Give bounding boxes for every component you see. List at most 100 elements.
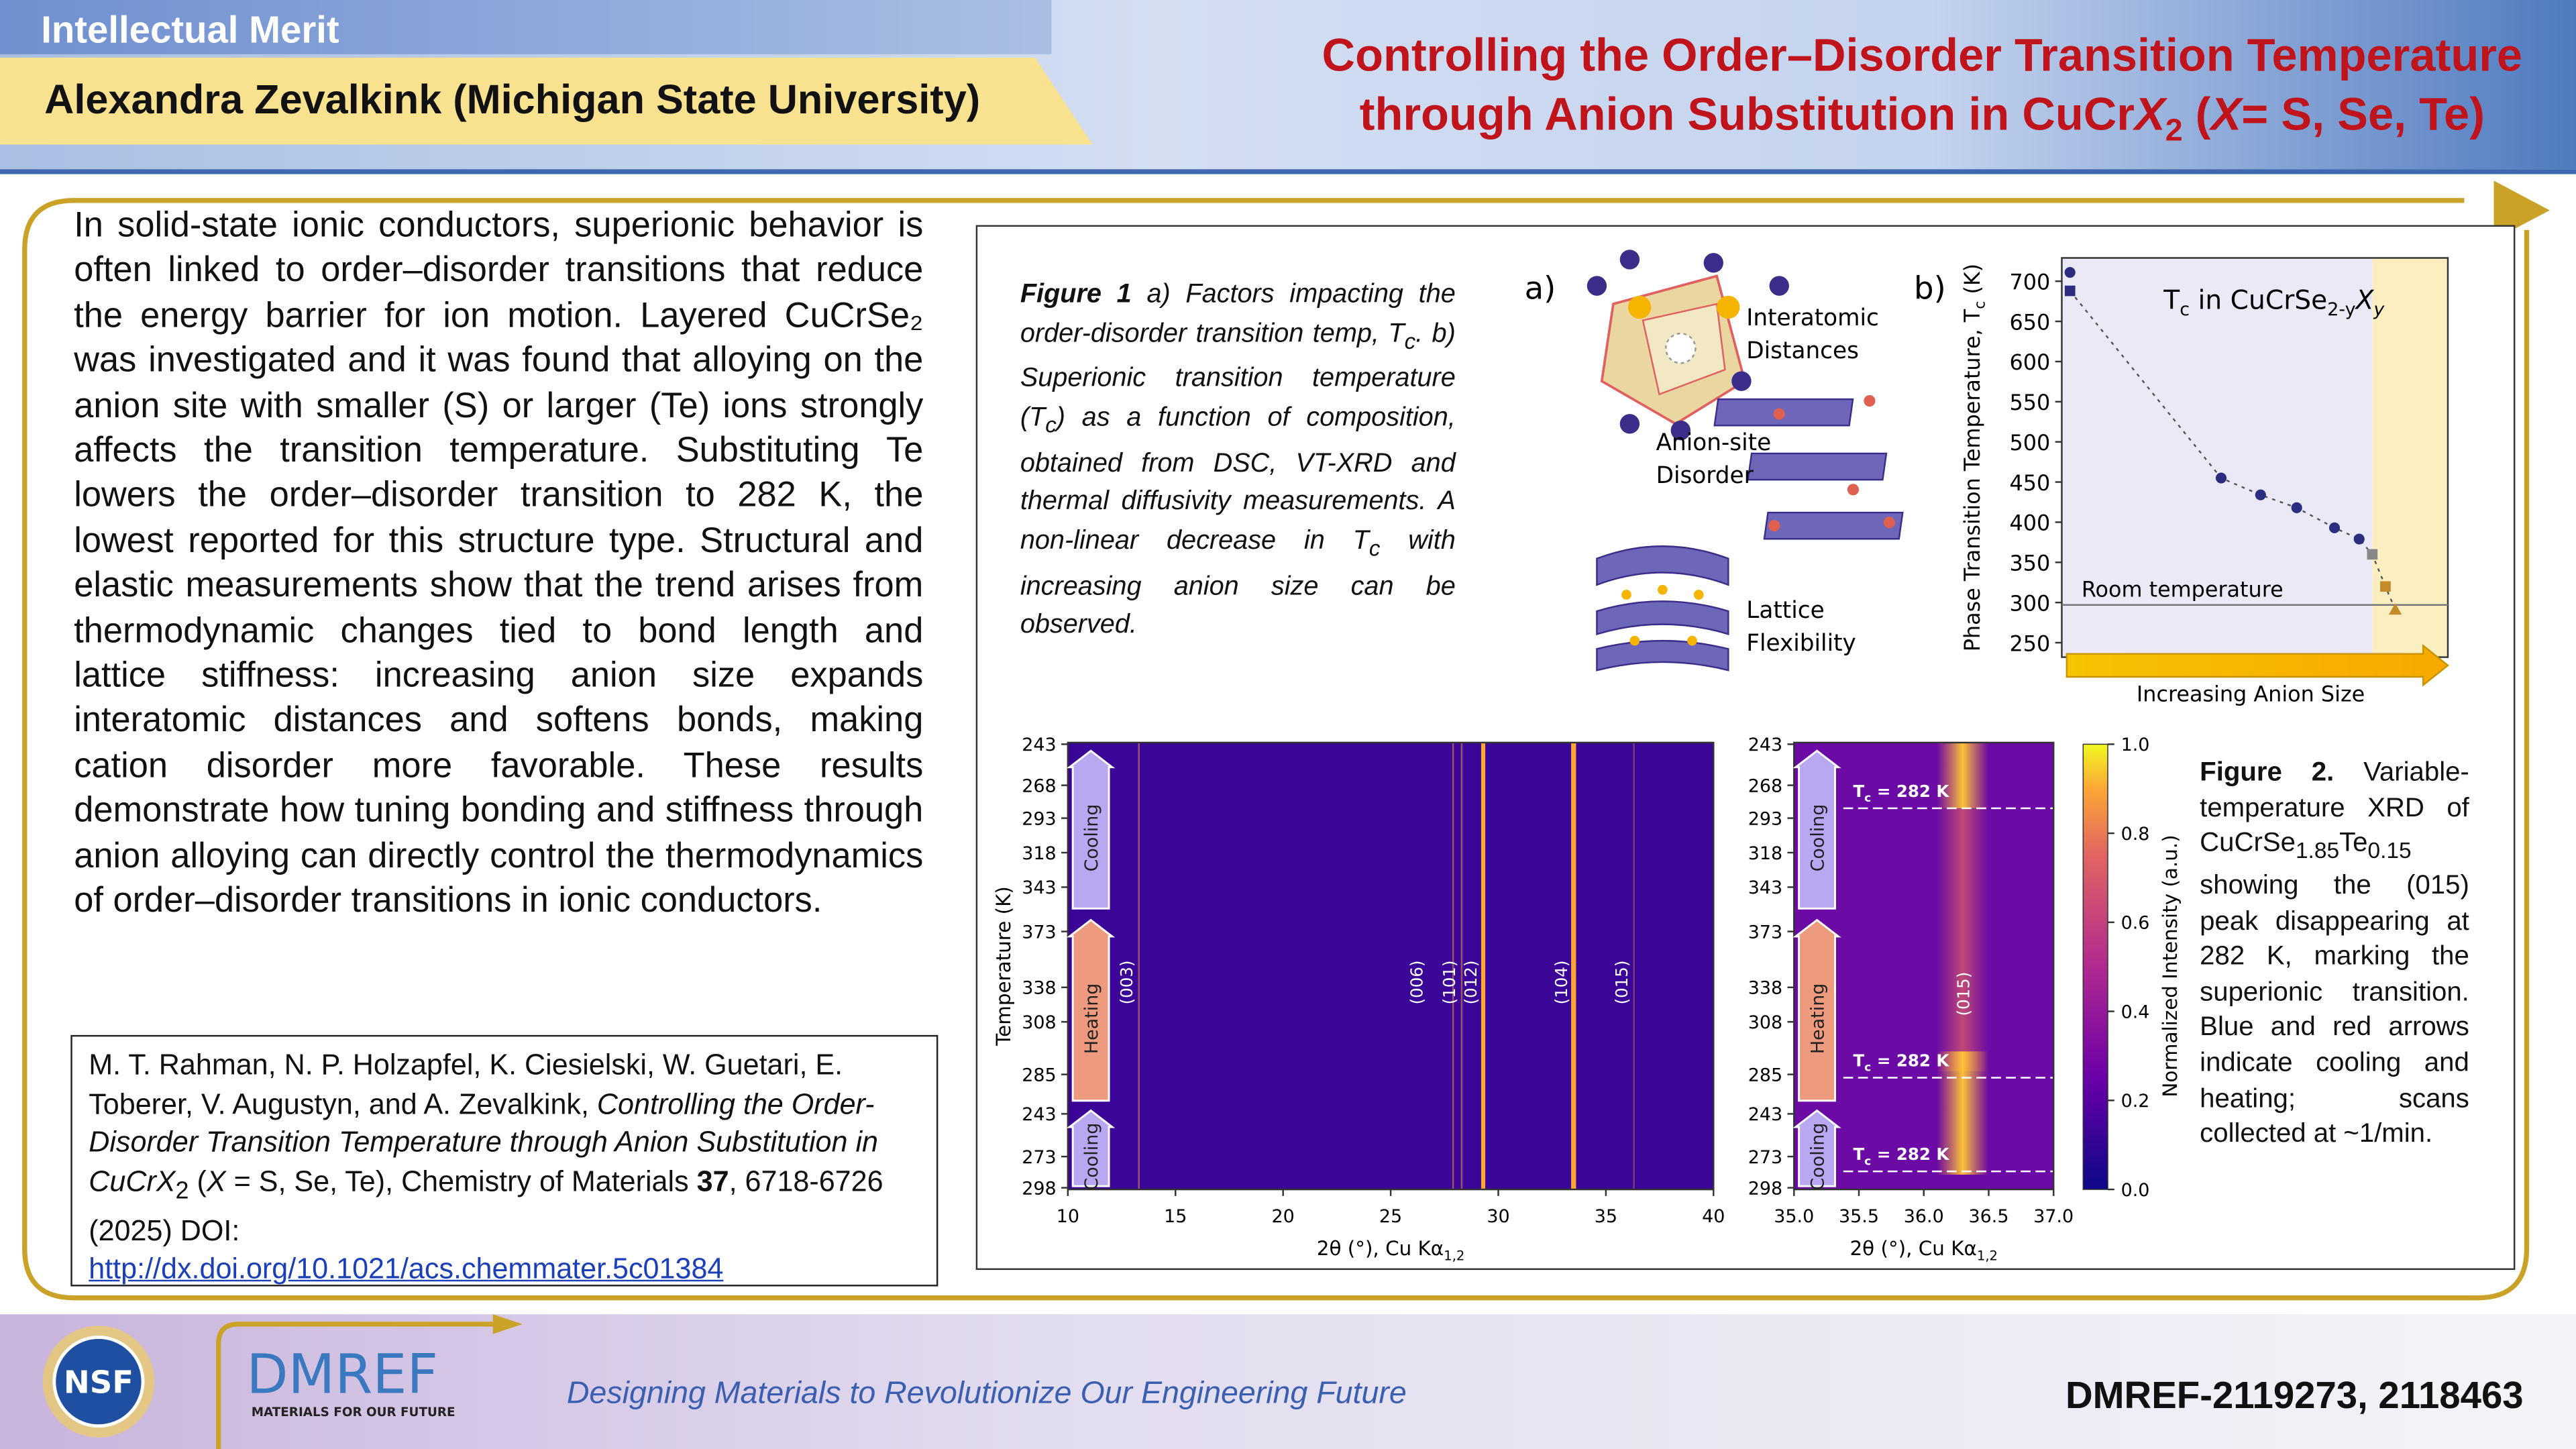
caption-text: Te xyxy=(2339,828,2368,858)
y-tick-label: 273 xyxy=(1748,1147,1782,1168)
data-point xyxy=(2367,549,2378,560)
peak-label: (003) xyxy=(1117,961,1136,1005)
data-point xyxy=(2064,285,2076,297)
text-part: c xyxy=(1972,301,1988,309)
doi-link[interactable]: http://dx.doi.org/10.1021/acs.chemmater.… xyxy=(89,1252,724,1285)
text-part: T xyxy=(1853,782,1864,801)
title-part: = S, Se, Te) xyxy=(2241,89,2485,140)
y-tick-label: 318 xyxy=(1748,843,1782,864)
arrow-label: Cooling xyxy=(1807,804,1828,872)
diagram-a xyxy=(1587,250,1904,672)
author: Alexandra Zevalkink (Michigan State Univ… xyxy=(0,57,1093,145)
y-tick-label: 268 xyxy=(1748,775,1782,796)
dmref-arrow xyxy=(492,1314,523,1334)
figure1-caption: Figure 1 a) Factors impacting the order-… xyxy=(1020,276,1456,645)
y-tick-label: 318 xyxy=(1022,843,1056,864)
y-tick-label: 243 xyxy=(1022,735,1056,755)
peak-stripe xyxy=(1937,808,1989,1071)
arrow-label: Heating xyxy=(1807,983,1828,1054)
text-part: y xyxy=(2373,299,2385,320)
text-part: in CuCrSe xyxy=(2190,285,2327,315)
ref-text: , 6718-6726 (2025) DOI: xyxy=(89,1164,883,1246)
ref-authors: M. T. Rahman, N. P. Holzapfel, K. Ciesie… xyxy=(89,1048,843,1120)
y-tick-label: 298 xyxy=(1022,1178,1056,1199)
caption-sub: c xyxy=(1045,413,1057,438)
caption-text: . b) Superionic transition temperature (… xyxy=(1020,318,1456,433)
text-part: = 282 K xyxy=(1871,782,1949,801)
text-part: Phase Transition Temperature, T xyxy=(1960,309,1985,651)
data-point xyxy=(2064,266,2076,278)
y-tick-label: 550 xyxy=(2010,390,2051,415)
y-tick-label: 373 xyxy=(1022,922,1056,943)
ref-sub: 2 xyxy=(175,1177,189,1205)
caption-text: Variable-temperature XRD of CuCrSe xyxy=(2200,757,2469,858)
y-tick-label: 285 xyxy=(1022,1065,1056,1085)
y-tick-label: 273 xyxy=(1022,1147,1056,1168)
room-temperature-label: Room temperature xyxy=(2082,577,2284,602)
y-tick-label: 243 xyxy=(1022,1104,1056,1125)
y-tick-label: 343 xyxy=(1748,877,1782,898)
direction-arrow xyxy=(1792,749,1841,910)
anion-arrow xyxy=(2065,643,2449,687)
panel-label: b) xyxy=(1914,270,1946,307)
caption-text: with increasing anion size can be observ… xyxy=(1020,525,1456,640)
text-part: = 282 K xyxy=(1871,1144,1949,1164)
text-part: c xyxy=(1864,1061,1871,1075)
colorbar-tick-label: 0.2 xyxy=(2121,1091,2150,1112)
ref-x: X xyxy=(206,1164,226,1197)
title-line: through Anion Substitution in CuCrX2 (X=… xyxy=(1265,85,2576,162)
frame-arrow xyxy=(2493,180,2550,240)
x-tick-label: 35 xyxy=(1595,1206,1617,1227)
x-axis-label: 2θ (°), Cu Kα1,2 xyxy=(1317,1237,1465,1263)
ref-text: = S, Se, Te), Chemistry of Materials xyxy=(225,1164,697,1197)
reference: M. T. Rahman, N. P. Holzapfel, K. Ciesie… xyxy=(70,1034,938,1287)
vacancy xyxy=(1665,332,1697,364)
x-tick-label: 10 xyxy=(1057,1206,1079,1227)
y-tick-label: 450 xyxy=(2010,470,2051,496)
dmref-text: DMREF xyxy=(246,1344,438,1407)
text-part: (K) xyxy=(1960,264,1985,301)
atom xyxy=(1627,295,1652,319)
caption-text: ) as a function of composition, obtained… xyxy=(1020,402,1456,555)
x-tick-label: 15 xyxy=(1164,1206,1187,1227)
data-point xyxy=(2215,472,2227,484)
y-tick-label: 338 xyxy=(1748,978,1782,999)
x-axis-label: Increasing Anion Size xyxy=(2137,682,2365,707)
atoms xyxy=(1587,250,1789,441)
peak-label: (012) xyxy=(1461,961,1481,1005)
text-part: T xyxy=(2163,285,2180,315)
caption-sub: c xyxy=(1368,536,1381,561)
direction-arrow xyxy=(1066,1109,1116,1187)
grant: DMREF-2119273, 2118463 xyxy=(2065,1373,2524,1417)
text-part: X xyxy=(2355,285,2375,315)
ref-volume: 37 xyxy=(696,1164,729,1197)
colorbar-tick-label: 0.4 xyxy=(2121,1002,2150,1022)
y-axis-label: Temperature (K) xyxy=(992,886,1015,1046)
ref-title: Controlling the Order-Disorder Transitio… xyxy=(89,1087,879,1197)
arrow-label: Cooling xyxy=(1081,1123,1102,1191)
text-part: T xyxy=(1853,1144,1864,1164)
caption-label: Figure 2. xyxy=(2200,757,2334,788)
heatmap xyxy=(1067,742,1714,1190)
region-ordered xyxy=(2061,258,2373,657)
y-tick-label: 250 xyxy=(2010,631,2051,656)
caption-sub: c xyxy=(1404,328,1416,354)
arrow-label: Cooling xyxy=(1081,804,1102,872)
atom xyxy=(1717,295,1740,319)
y-tick-label: 243 xyxy=(1748,1104,1782,1125)
caption-text: showing the (015) peak disappearing at 2… xyxy=(2200,871,2469,1149)
x-tick-label: 37.0 xyxy=(2033,1206,2074,1227)
y-tick-label: 343 xyxy=(1022,877,1056,898)
diagram-label: Lattice xyxy=(1746,597,1824,624)
peak-stripe xyxy=(1937,742,1989,808)
text-part: 2θ (°), Cu Kα xyxy=(1317,1237,1444,1260)
y-axis-label: Phase Transition Temperature, Tc (K) xyxy=(1960,264,1988,651)
peak-label: (104) xyxy=(1552,961,1571,1005)
x-tick-label: 30 xyxy=(1487,1206,1509,1227)
arrow-label: Heating xyxy=(1081,983,1102,1054)
x-tick-label: 40 xyxy=(1702,1206,1725,1227)
x-tick-label: 20 xyxy=(1272,1206,1295,1227)
y-tick-label: 285 xyxy=(1748,1065,1782,1085)
